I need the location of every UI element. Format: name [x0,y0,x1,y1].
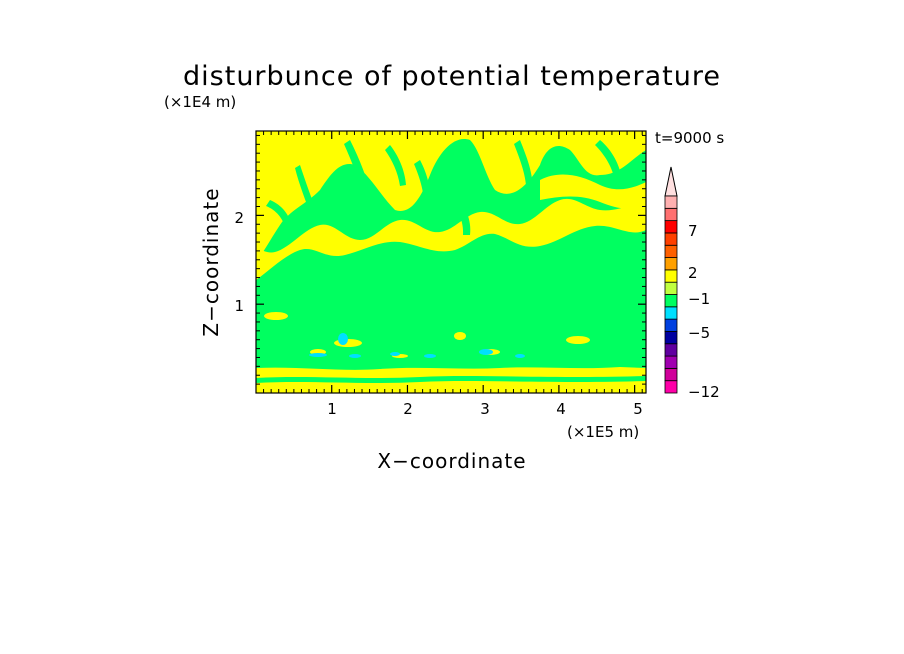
cold-spots [309,333,525,358]
colorbar-cell [664,294,678,308]
x-tick-label: 2 [403,400,413,418]
surface-cool-band [256,376,646,383]
x-unit-label: (×1E5 m) [567,423,639,441]
colorbar: 7 2 −1 −5 −12 [664,166,720,401]
x-tick-label: 5 [633,400,643,418]
x-tick-label: 3 [480,400,490,418]
colorbar-cell [664,331,678,345]
colorbar-cell [664,257,678,271]
time-label: t=9000 s [655,129,724,147]
y-axis-label: Z−coordinate [199,187,223,336]
major-ticks [256,131,646,393]
colorbar-cell [664,220,678,234]
minor-ticks [256,131,646,393]
colorbar-cell [664,244,678,258]
colorbar-cell [664,355,678,369]
colorbar-cell [664,367,678,382]
upper-cool-streaks [266,140,622,235]
x-tick-label: 1 [327,400,337,418]
colorbar-cells [664,195,678,394]
colorbar-cell [664,380,678,394]
x-tick-label: 4 [556,400,566,418]
colorbar-cell [664,207,678,222]
plot-frame [255,130,647,394]
colorbar-label: −1 [688,290,710,308]
y-tick-label: 1 [234,297,244,315]
colorbar-cell [664,281,678,295]
colorbar-cell [664,195,678,209]
colorbar-cell [664,269,678,283]
x-axis-label: X−coordinate [377,449,526,473]
plot-area [256,131,646,393]
colorbar-label: 2 [688,264,698,282]
colorbar-cell [664,306,678,320]
y-tick-label: 2 [234,209,244,227]
colorbar-cell [664,343,678,357]
colorbar-cell [664,232,678,246]
colorbar-cell [664,318,678,332]
colorbar-extend-arrow [664,166,678,197]
colorbar-label: −12 [688,383,720,401]
chart-title: disturbunce of potential temperature [183,61,721,92]
colorbar-label: 7 [688,222,698,240]
colorbar-label: −5 [688,324,710,342]
z-unit-label: (×1E4 m) [164,93,236,111]
